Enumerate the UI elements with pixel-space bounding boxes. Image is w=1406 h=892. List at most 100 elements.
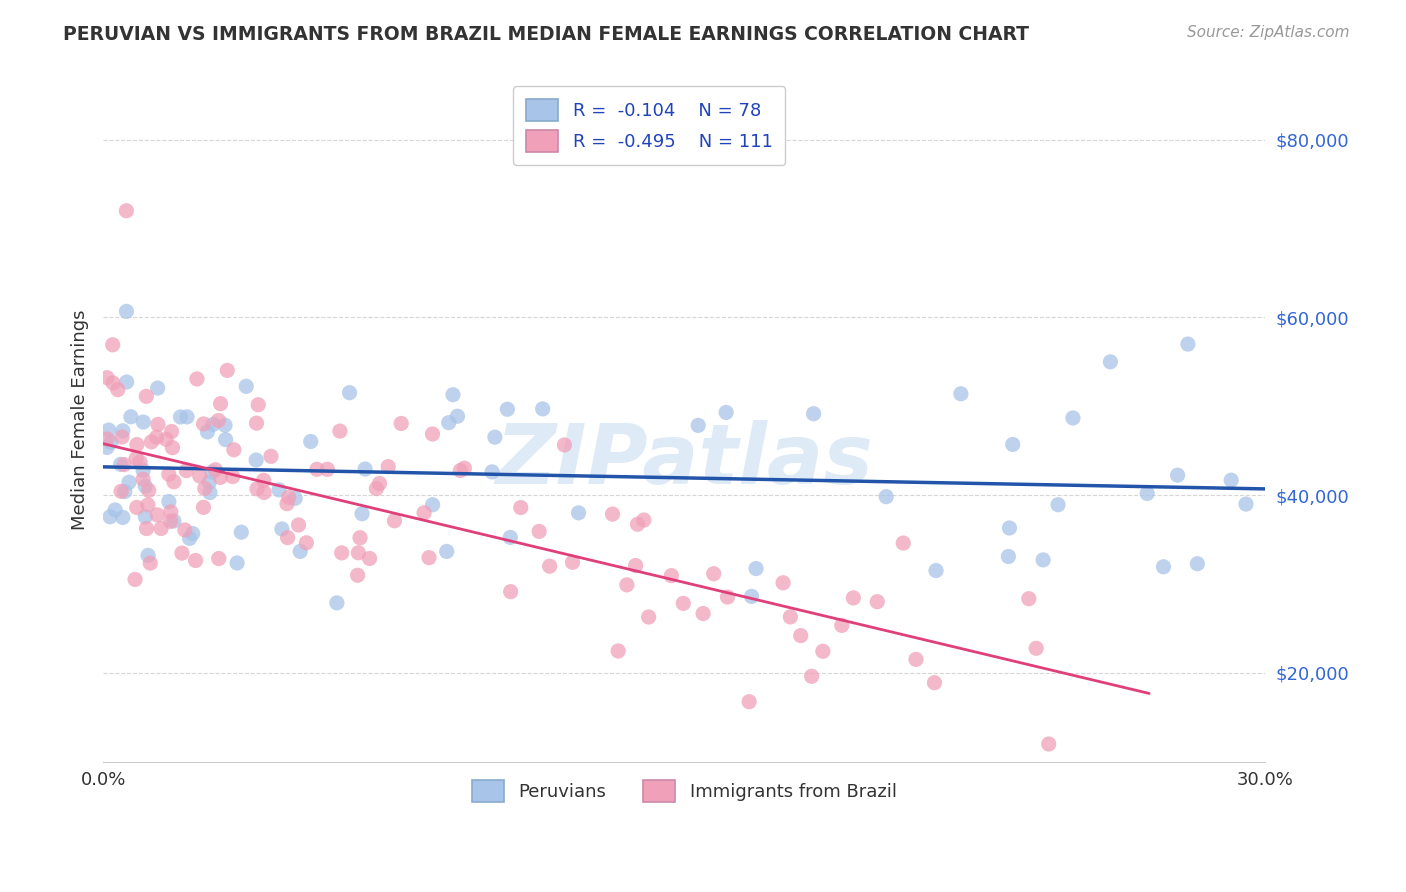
Point — [253, 485, 276, 500]
Point — [305, 462, 328, 476]
Point — [316, 462, 339, 476]
Point — [112, 458, 135, 472]
Point — [96, 441, 118, 455]
Point — [197, 425, 219, 439]
Point — [146, 508, 169, 522]
Point — [110, 458, 132, 472]
Point — [267, 483, 290, 497]
Point — [602, 507, 624, 521]
Point — [135, 522, 157, 536]
Point — [436, 544, 458, 558]
Point — [179, 532, 201, 546]
Point — [326, 596, 349, 610]
Point — [422, 427, 444, 442]
Point — [125, 500, 148, 515]
Point — [132, 463, 155, 477]
Point — [159, 505, 181, 519]
Point — [277, 531, 299, 545]
Point — [389, 417, 412, 431]
Point — [135, 389, 157, 403]
Point — [198, 475, 221, 490]
Point — [800, 669, 823, 683]
Point — [253, 474, 276, 488]
Point — [173, 523, 195, 537]
Point — [162, 441, 184, 455]
Text: PERUVIAN VS IMMIGRANTS FROM BRAZIL MEDIAN FEMALE EARNINGS CORRELATION CHART: PERUVIAN VS IMMIGRANTS FROM BRAZIL MEDIA… — [63, 25, 1029, 44]
Point — [114, 484, 136, 499]
Point — [553, 438, 575, 452]
Point — [624, 558, 647, 573]
Point — [208, 551, 231, 566]
Point — [1038, 737, 1060, 751]
Point — [779, 610, 801, 624]
Point — [231, 525, 253, 540]
Point — [1220, 473, 1243, 487]
Point — [738, 695, 761, 709]
Point — [101, 338, 124, 352]
Text: Source: ZipAtlas.com: Source: ZipAtlas.com — [1187, 25, 1350, 40]
Point — [146, 417, 169, 432]
Point — [97, 423, 120, 437]
Point — [138, 483, 160, 498]
Point — [245, 453, 267, 467]
Point — [136, 549, 159, 563]
Point — [499, 584, 522, 599]
Point — [904, 652, 927, 666]
Point — [384, 514, 406, 528]
Point — [772, 575, 794, 590]
Point — [891, 536, 914, 550]
Point — [111, 424, 134, 438]
Point — [284, 491, 307, 506]
Y-axis label: Median Female Earnings: Median Female Earnings — [72, 310, 89, 530]
Point — [1047, 498, 1070, 512]
Point — [295, 536, 318, 550]
Point — [129, 455, 152, 469]
Point — [716, 590, 738, 604]
Point — [181, 526, 204, 541]
Point — [703, 566, 725, 581]
Point — [531, 401, 554, 416]
Point — [198, 485, 221, 500]
Point — [527, 524, 550, 539]
Point — [1001, 437, 1024, 451]
Point — [163, 475, 186, 489]
Point — [247, 398, 270, 412]
Point — [184, 553, 207, 567]
Point — [299, 434, 322, 449]
Point — [616, 578, 638, 592]
Point — [176, 464, 198, 478]
Point — [96, 370, 118, 384]
Point — [163, 514, 186, 528]
Point — [925, 564, 948, 578]
Point — [745, 561, 768, 575]
Point — [120, 409, 142, 424]
Point — [222, 442, 245, 457]
Legend: Peruvians, Immigrants from Brazil: Peruvians, Immigrants from Brazil — [460, 767, 910, 814]
Point — [481, 465, 503, 479]
Point — [125, 451, 148, 466]
Point — [330, 546, 353, 560]
Point — [561, 555, 583, 569]
Point — [1177, 337, 1199, 351]
Point — [277, 490, 299, 504]
Point — [145, 430, 167, 444]
Point — [688, 418, 710, 433]
Point — [347, 546, 370, 560]
Point — [245, 416, 267, 430]
Point — [115, 304, 138, 318]
Point — [207, 413, 229, 427]
Point — [155, 433, 177, 447]
Point — [111, 510, 134, 524]
Point — [1167, 468, 1189, 483]
Point — [221, 469, 243, 483]
Point — [866, 595, 889, 609]
Point — [217, 363, 239, 377]
Point — [714, 405, 737, 419]
Point — [134, 509, 156, 524]
Point — [159, 514, 181, 528]
Point — [226, 556, 249, 570]
Point — [842, 591, 865, 605]
Point — [186, 372, 208, 386]
Point — [484, 430, 506, 444]
Point — [260, 450, 283, 464]
